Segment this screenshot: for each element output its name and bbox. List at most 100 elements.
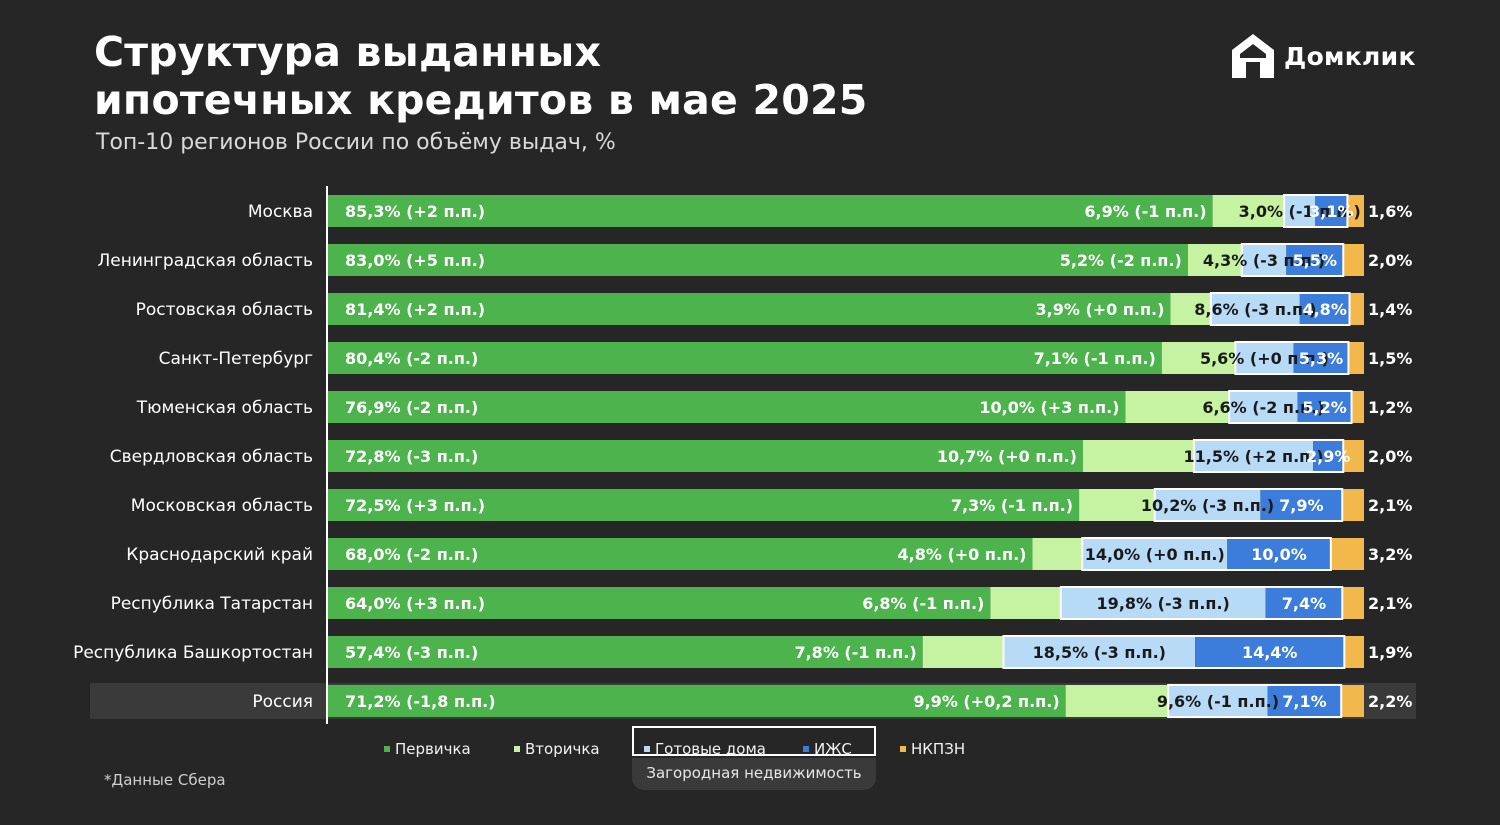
data-label-nkpzn: 2,0% [1368, 447, 1412, 466]
bar-segment-secondary [990, 587, 1061, 619]
bar-segment-nkpzn [1348, 342, 1364, 374]
data-label-nkpzn: 1,2% [1368, 398, 1412, 417]
data-label-izhs: 14,4% [1242, 643, 1298, 662]
data-label-nkpzn: 3,2% [1368, 545, 1412, 564]
chart-title: Структура выданных ипотечных кредитов в … [94, 28, 867, 124]
data-label-secondary: 10,7% (+0 п.п.) [937, 447, 1077, 466]
bar-segment-nkpzn [1343, 440, 1364, 472]
domclick-logo: Домклик [1230, 32, 1416, 80]
bar-segment-primary [328, 195, 1213, 227]
data-label-nkpzn: 1,4% [1368, 300, 1412, 319]
data-label-primary: 57,4% (-3 п.п.) [345, 643, 478, 662]
country-group-outline [1228, 390, 1353, 424]
data-label-ready-houses: 8,6% (-3 п.п.) [1194, 300, 1316, 319]
country-group-outline [1153, 488, 1344, 522]
country-group-outline [1209, 292, 1351, 326]
data-label-secondary: 7,1% (-1 п.п.) [1034, 349, 1156, 368]
data-label-secondary: 6,9% (-1 п.п.) [1084, 202, 1206, 221]
bar-segment-nkpzn [1351, 391, 1364, 423]
legend-swatch-primary [384, 746, 390, 752]
data-label-secondary: 4,8% (+0 п.п.) [898, 545, 1027, 564]
legend-label-primary: Первичка [395, 740, 471, 758]
bar-segment-ready-houses [1210, 293, 1300, 325]
bar-segment-primary [328, 538, 1033, 570]
data-label-izhs: 5,5% [1293, 251, 1337, 270]
data-label-secondary: 7,8% (-1 п.п.) [794, 643, 916, 662]
data-label-nkpzn: 1,5% [1368, 349, 1412, 368]
bar-segment-secondary [1212, 195, 1285, 227]
category-label: Санкт-Петербург [159, 349, 313, 369]
category-label: Республика Башкортостан [73, 643, 313, 663]
bar-segment-ready-houses [1235, 342, 1294, 374]
bar-segment-secondary [1065, 685, 1169, 717]
data-label-ready-houses: 9,6% (-1 п.п.) [1157, 692, 1279, 711]
data-label-ready-houses: 11,5% (+2 п.п.) [1184, 447, 1324, 466]
data-label-izhs: 7,9% [1279, 496, 1323, 515]
data-label-nkpzn: 2,0% [1368, 251, 1412, 270]
data-label-secondary: 10,0% (+3 п.п.) [979, 398, 1119, 417]
bar-segment-izhs [1293, 342, 1349, 374]
legend-swatch-ready-houses [644, 746, 650, 752]
bar-segment-secondary [1125, 391, 1230, 423]
data-label-izhs: 5,3% [1299, 349, 1343, 368]
country-group-outline [1002, 635, 1346, 669]
country-group-outline [1192, 439, 1345, 473]
bar-segment-izhs [1299, 293, 1350, 325]
bar-segment-ready-houses [1082, 538, 1228, 570]
bar-segment-izhs [1265, 587, 1343, 619]
category-label: Краснодарский край [126, 545, 313, 565]
bar-segment-ready-houses [1003, 636, 1196, 668]
legend-swatch-nkpzn [900, 746, 906, 752]
bar-segment-nkpzn [1349, 293, 1364, 325]
bar-segment-secondary [1082, 440, 1194, 472]
bar-segment-ready-houses [1241, 244, 1287, 276]
data-label-secondary: 3,9% (+0 п.п.) [1036, 300, 1165, 319]
bar-segment-primary [328, 440, 1083, 472]
data-label-primary: 72,8% (-3 п.п.) [345, 447, 478, 466]
legend-label-ready-houses: Готовые дома [655, 740, 766, 758]
data-label-primary: 80,4% (-2 п.п.) [345, 349, 478, 368]
bar-segment-secondary [1161, 342, 1236, 374]
data-label-primary: 76,9% (-2 п.п.) [345, 398, 478, 417]
category-label: Россия [252, 692, 313, 712]
bar-segment-izhs [1313, 440, 1344, 472]
category-label: Москва [248, 202, 313, 222]
bar-segment-izhs [1260, 489, 1343, 521]
category-label: Республика Татарстан [111, 594, 313, 614]
data-label-secondary: 5,2% (-2 п.п.) [1060, 251, 1182, 270]
legend-item-nkpzn: НКПЗН [900, 740, 965, 758]
bar-segment-primary [328, 685, 1066, 717]
data-label-izhs: 7,1% [1282, 692, 1326, 711]
data-label-ready-houses: 18,5% (-3 п.п.) [1033, 643, 1166, 662]
bar-segment-ready-houses [1229, 391, 1298, 423]
data-label-primary: 72,5% (+3 п.п.) [345, 496, 485, 515]
bar-segment-secondary [1170, 293, 1211, 325]
title-line-1: Структура выданных [94, 28, 602, 76]
data-label-izhs: 2,9% [1306, 447, 1350, 466]
category-label: Тюменская область [136, 398, 313, 418]
data-label-secondary: 6,8% (-1 п.п.) [862, 594, 984, 613]
bar-segment-primary [328, 587, 991, 619]
data-label-nkpzn: 2,1% [1368, 594, 1412, 613]
bar-segment-primary [328, 391, 1126, 423]
data-label-izhs: 10,0% [1251, 545, 1307, 564]
data-label-nkpzn: 1,9% [1368, 643, 1412, 662]
data-label-ready-houses: 6,6% (-2 п.п.) [1202, 398, 1324, 417]
category-label: Свердловская область [110, 447, 313, 467]
bar-segment-secondary [922, 636, 1004, 668]
country-group-outline [1081, 537, 1332, 571]
legend-item-ready-houses: Готовые дома [644, 740, 766, 758]
data-label-ready-houses: 4,3% (-3 п.п.) [1203, 251, 1325, 270]
bar-segment-secondary [1079, 489, 1155, 521]
data-label-secondary: 7,3% (-1 п.п.) [951, 496, 1073, 515]
category-label: Московская область [131, 496, 313, 516]
bar-segment-primary [328, 244, 1188, 276]
bar-segment-ready-houses [1060, 587, 1266, 619]
logo-text: Домклик [1284, 41, 1416, 71]
bar-segment-primary [328, 489, 1080, 521]
bar-segment-ready-houses [1154, 489, 1261, 521]
bar-segment-nkpzn [1347, 195, 1364, 227]
country-group-outline [1059, 586, 1344, 620]
data-label-ready-houses: 5,6% (+0 п.п.) [1200, 349, 1329, 368]
bar-segment-izhs [1297, 391, 1352, 423]
